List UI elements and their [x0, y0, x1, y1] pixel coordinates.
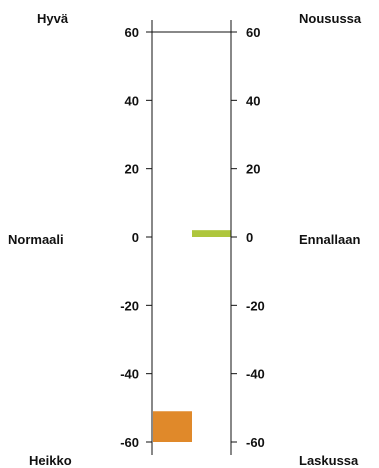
right-tick-label: 0 [246, 230, 253, 245]
bar-1 [153, 411, 192, 442]
right-tick-label: -20 [246, 298, 265, 313]
right-tick-label: 20 [246, 162, 260, 177]
bar-2 [192, 230, 231, 237]
left-tick-label: 60 [125, 25, 139, 40]
plot-area: 60 60 40 40 20 20 0 0 -20 -20 -40 -40 -60 -60 [120, 20, 265, 455]
right-tick-label: -40 [246, 367, 265, 382]
label-steady: Ennallaan [299, 232, 360, 247]
left-tick-label: 20 [125, 162, 139, 177]
label-weak: Heikko [29, 453, 72, 468]
label-falling: Laskussa [299, 453, 359, 468]
right-tick-label: -60 [246, 435, 265, 450]
label-rising: Nousussa [299, 11, 362, 26]
label-good: Hyvä [37, 11, 69, 26]
right-tick-label: 60 [246, 25, 260, 40]
left-tick-label: -20 [120, 298, 139, 313]
right-tick-label: 40 [246, 93, 260, 108]
left-tick-label: 40 [125, 93, 139, 108]
left-tick-label: -40 [120, 367, 139, 382]
left-tick-label: -60 [120, 435, 139, 450]
label-normal: Normaali [8, 232, 64, 247]
left-tick-label: 0 [132, 230, 139, 245]
